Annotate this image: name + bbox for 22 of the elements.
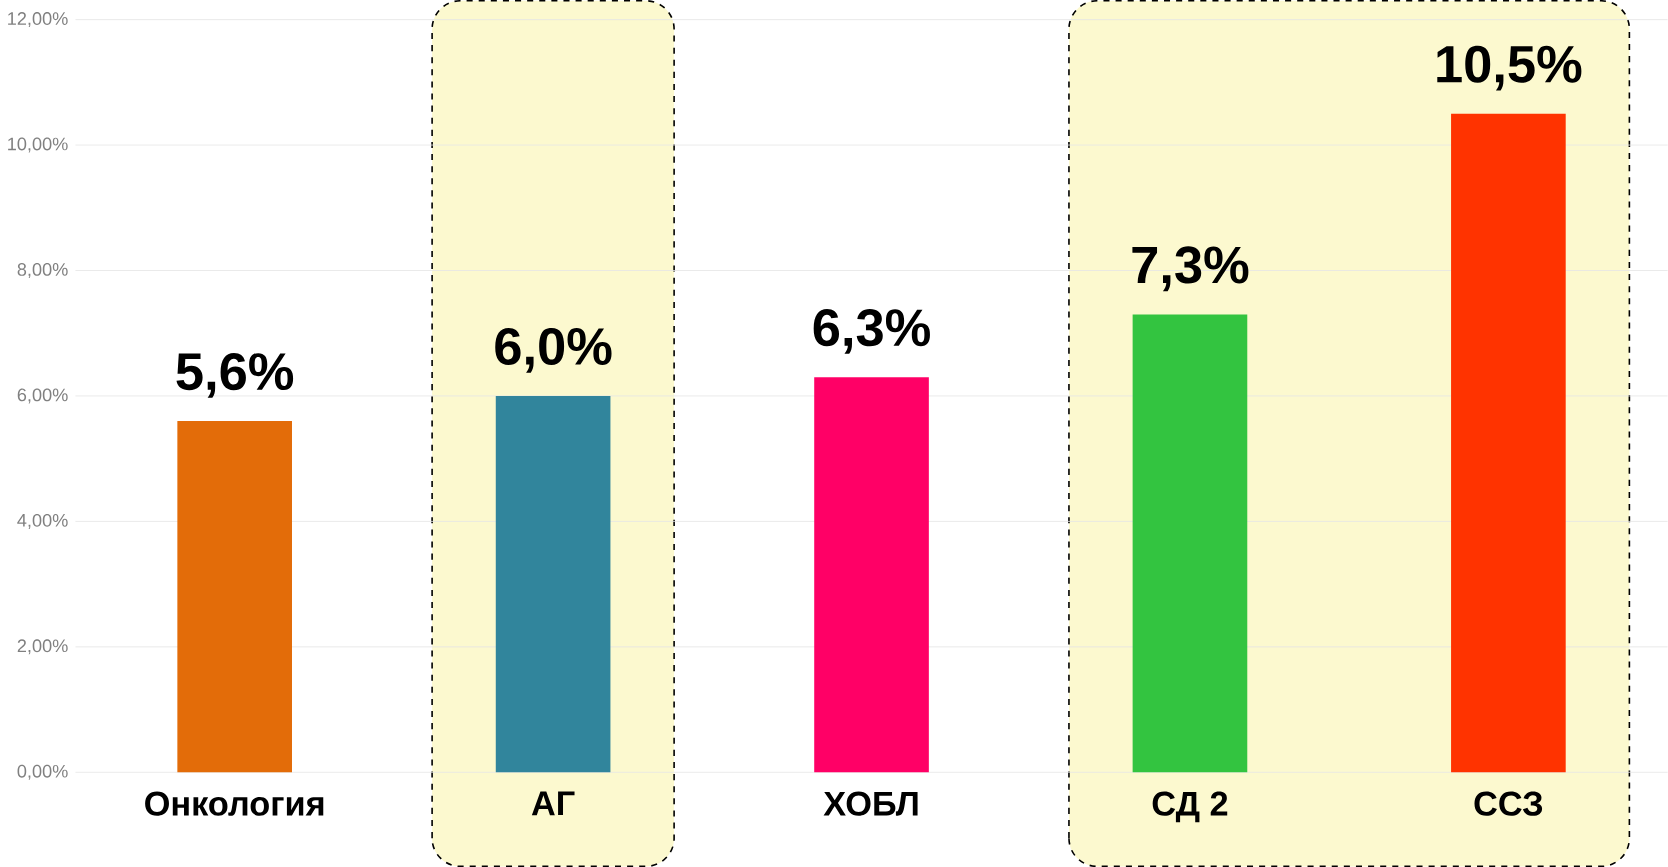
x-tick-label: СД 2 bbox=[1152, 791, 1228, 823]
y-tick-label: 10,00% bbox=[8, 137, 68, 153]
y-tick-label: 4,00% bbox=[17, 513, 68, 529]
y-tick-label: 6,00% bbox=[17, 388, 68, 404]
data-label: 6,3% bbox=[813, 309, 930, 354]
x-tick-label: АГ bbox=[531, 791, 575, 816]
data-label: 10,5% bbox=[1437, 45, 1582, 91]
y-tick-label: 2,00% bbox=[17, 639, 68, 655]
bar bbox=[814, 377, 929, 773]
y-tick-label: 0,00% bbox=[17, 764, 68, 780]
bar bbox=[495, 395, 611, 773]
bar bbox=[177, 420, 292, 773]
x-tick-label: ХОБЛ bbox=[823, 791, 918, 816]
data-label: 5,6% bbox=[176, 352, 294, 398]
x-tick-label: ССЗ bbox=[1474, 791, 1543, 816]
y-tick-label: 8,00% bbox=[17, 262, 68, 278]
bar bbox=[1451, 113, 1566, 773]
y-tick-label: 12,00% bbox=[8, 12, 68, 27]
data-label: 6,0% bbox=[495, 327, 612, 373]
data-label: 7,3% bbox=[1132, 246, 1249, 292]
x-tick-label: Онкология bbox=[145, 791, 324, 816]
bar bbox=[1132, 314, 1248, 773]
